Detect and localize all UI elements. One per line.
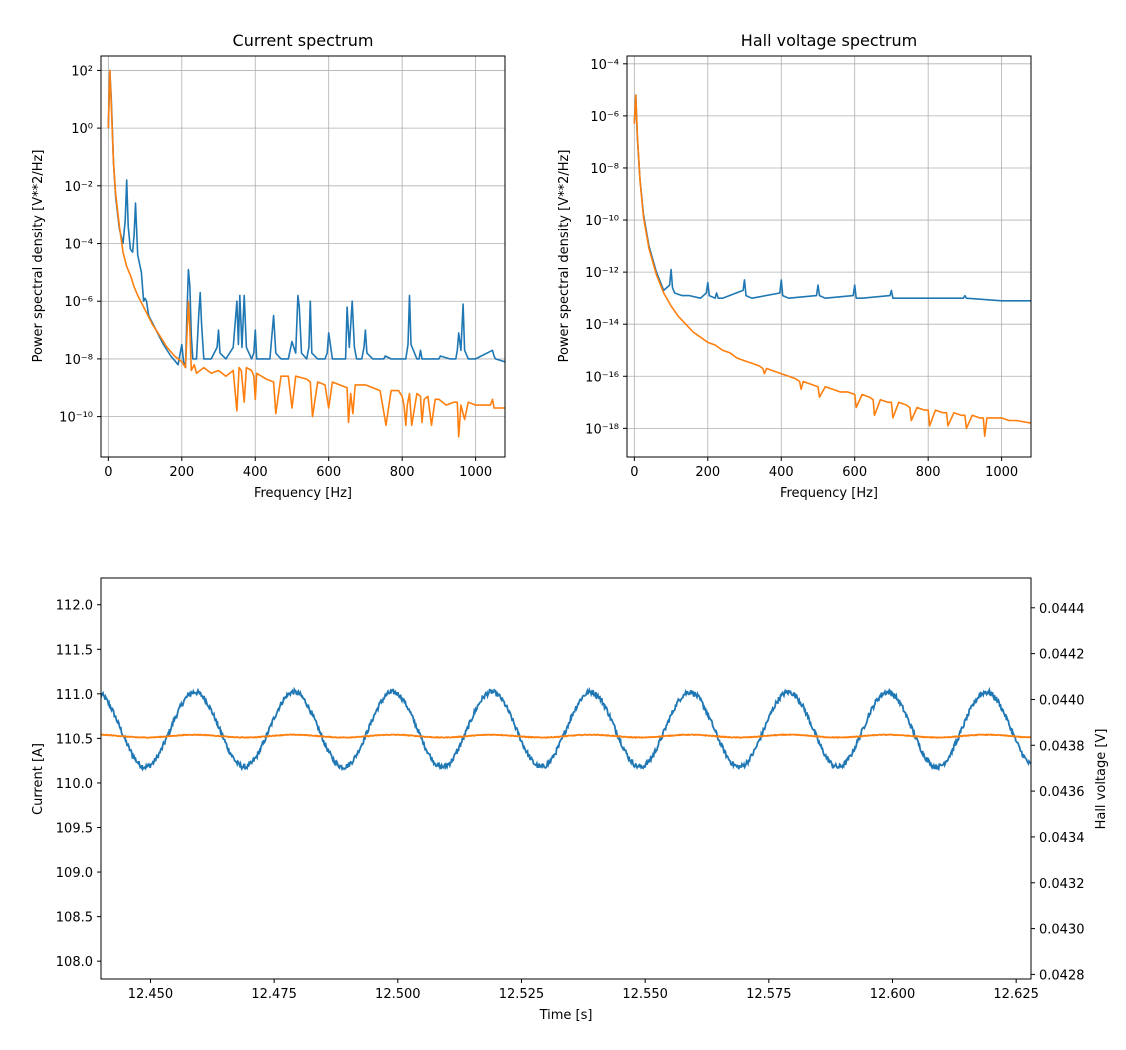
current-y-tick-label: 110.5 (56, 732, 93, 747)
hall-voltage-y-tick-label: 0.0432 (1039, 877, 1085, 892)
hall-voltage-y-label: Hall voltage [V] (1094, 729, 1109, 830)
time-series-chart: 12.450 12.475 12.500 12.525 12.550 12.575 12.6… (31, 577, 1109, 1023)
current-spectrum-series-signal-line (107, 69, 505, 369)
time-series-x-tick-label: 12.600 (870, 987, 916, 1002)
hall-spectrum-x-tick-label: 0 (630, 465, 638, 480)
current-spectrum-x-tick-label: 1000 (459, 465, 492, 480)
time-series-x-tick-label: 12.525 (499, 987, 545, 1002)
time-series-x-tick-label: 12.450 (128, 987, 174, 1002)
current-y-tick-label: 109.5 (56, 822, 93, 837)
current-y-label: Current [A] (31, 743, 46, 815)
hall-spectrum-x-label: Frequency [Hz] (780, 486, 878, 501)
current-spectrum-frame (100, 55, 506, 458)
current-spectrum-x-tick-label: 800 (390, 465, 415, 480)
hall-voltage-y-tick-label: 0.0430 (1039, 923, 1085, 938)
hall-spectrum-y-tick-label: 10⁻¹⁴ (585, 318, 619, 333)
time-series-right-y-ticks: 0.0444 0.0442 0.0440 0.0438 0.0436 0.0434 0.04… (1031, 602, 1085, 983)
hall-voltage-y-tick-label: 0.0440 (1039, 693, 1085, 708)
current-y-tick-label: 112.0 (56, 599, 93, 614)
time-series-x-tick-label: 12.625 (993, 987, 1039, 1002)
current-y-tick-label: 108.5 (56, 911, 93, 926)
hall-spectrum-y-tick-label: 10⁻⁸ (590, 162, 619, 177)
current-spectrum-y-tick-label: 10² (71, 64, 93, 79)
current-spectrum-x-tick-label: 0 (104, 465, 112, 480)
current-spectrum-y-tick-label: 10⁻⁶ (64, 295, 93, 310)
time-series-left-y-ticks: 112.0 111.5 111.0 110.5 110.0 109.5 109.0 108.5… (56, 599, 101, 970)
hall-spectrum-x-tick-label: 1000 (985, 465, 1018, 480)
current-spectrum-y-tick-label: 10⁻⁴ (64, 238, 93, 253)
hall-voltage-line (101, 733, 1031, 740)
time-series-x-label: Time [s] (539, 1008, 593, 1023)
current-spectrum-y-tick-label: 10⁻⁸ (64, 353, 93, 368)
current-spectrum-x-label: Frequency [Hz] (254, 486, 352, 501)
current-spectrum-y-label: Power spectral density [V**2/Hz] (31, 150, 46, 363)
hall-spectrum-series-reference-line (633, 94, 1031, 438)
time-series-lines (101, 686, 1031, 772)
hall-spectrum-y-tick-label: 10⁻¹⁶ (585, 370, 619, 385)
current-spectrum-x-tick-label: 600 (316, 465, 341, 480)
current-line (101, 686, 1031, 772)
current-spectrum-y-ticks: 10² 10⁰ 10⁻² 10⁻⁴ 10⁻⁶ 10⁻⁸ 10⁻¹⁰ (59, 64, 101, 426)
current-spectrum-y-tick-label: 10⁻¹⁰ (59, 411, 93, 426)
hall-spectrum-grid (627, 56, 1031, 457)
hall-spectrum-series (633, 94, 1031, 438)
hall-spectrum-y-label: Power spectral density [V**2/Hz] (557, 150, 572, 363)
current-spectrum-x-ticks: 0 200 400 600 800 1000 (104, 457, 492, 480)
hall-voltage-y-tick-label: 0.0434 (1039, 831, 1085, 846)
hall-spectrum-x-tick-label: 600 (842, 465, 867, 480)
hall-spectrum-series-signal-line (633, 94, 1031, 302)
current-spectrum-y-tick-label: 10⁰ (71, 122, 93, 137)
current-spectrum-chart: Current spectrum 0 200 400 600 800 1000 10²10… (31, 31, 506, 501)
time-series-frame (100, 577, 1032, 980)
hall-spectrum-frame (626, 55, 1032, 458)
hall-voltage-y-tick-label: 0.0442 (1039, 648, 1085, 663)
current-spectrum-x-tick-label: 400 (243, 465, 268, 480)
current-y-tick-label: 111.5 (56, 643, 93, 658)
time-series-x-tick-label: 12.475 (251, 987, 297, 1002)
hall-spectrum-y-tick-label: 10⁻⁶ (590, 110, 619, 125)
current-y-tick-label: 108.0 (56, 955, 93, 970)
current-spectrum-grid (101, 56, 505, 457)
current-spectrum-series (107, 69, 505, 438)
hall-spectrum-y-ticks: 10⁻⁴ 10⁻⁶ 10⁻⁸ 10⁻¹⁰ 10⁻¹² 10⁻¹⁴ 10⁻¹⁶ 10⁻¹⁸ (585, 58, 627, 437)
current-spectrum-title: Current spectrum (233, 31, 374, 50)
hall-spectrum-x-tick-label: 200 (695, 465, 720, 480)
current-y-tick-label: 109.0 (56, 866, 93, 881)
time-series-x-tick-label: 12.500 (375, 987, 421, 1002)
time-series-x-ticks: 12.450 12.475 12.500 12.525 12.550 12.575 12.6… (128, 979, 1039, 1002)
current-y-tick-label: 111.0 (56, 688, 93, 703)
hall-spectrum-x-ticks: 0 200 400 600 800 1000 (630, 457, 1018, 480)
time-series-x-tick-label: 12.550 (622, 987, 668, 1002)
current-spectrum-x-tick-label: 200 (169, 465, 194, 480)
current-y-tick-label: 110.0 (56, 777, 93, 792)
hall-spectrum-y-tick-label: 10⁻¹² (585, 266, 619, 281)
hall-spectrum-y-tick-label: 10⁻⁴ (590, 58, 619, 73)
hall-voltage-y-tick-label: 0.0428 (1039, 968, 1085, 983)
current-spectrum-y-tick-label: 10⁻² (64, 180, 93, 195)
hall-voltage-y-tick-label: 0.0444 (1039, 602, 1085, 617)
current-spectrum-series-reference-line (107, 69, 505, 438)
hall-spectrum-x-tick-label: 800 (916, 465, 941, 480)
hall-spectrum-chart: Hall voltage spectrum 0 200 400 600 800 1000 … (557, 31, 1032, 501)
hall-voltage-y-tick-label: 0.0436 (1039, 785, 1085, 800)
hall-spectrum-title: Hall voltage spectrum (741, 31, 917, 50)
hall-spectrum-x-tick-label: 400 (769, 465, 794, 480)
hall-voltage-y-tick-label: 0.0438 (1039, 739, 1085, 754)
hall-spectrum-y-tick-label: 10⁻¹⁸ (585, 422, 619, 437)
time-series-x-tick-label: 12.575 (746, 987, 792, 1002)
hall-spectrum-y-tick-label: 10⁻¹⁰ (585, 214, 619, 229)
